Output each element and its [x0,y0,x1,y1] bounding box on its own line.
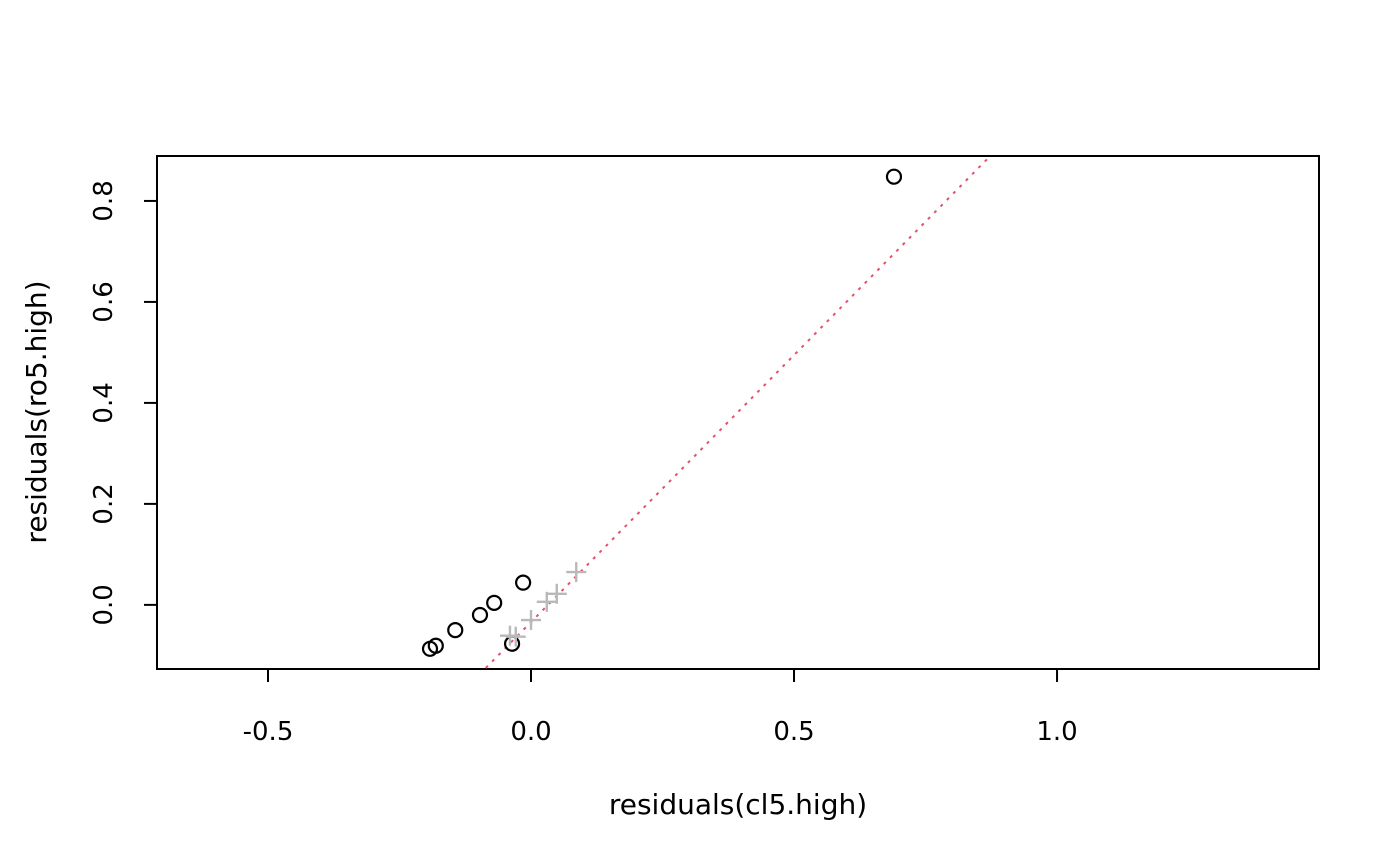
data-point-circle [471,606,489,624]
y-tick-label: 0.6 [89,281,119,322]
x-tick-label: -0.5 [243,717,294,747]
data-points-group [421,168,903,657]
reference-line [485,155,991,669]
data-point-circle [885,168,903,185]
data-point-circle [447,622,464,639]
x-axis-title: residuals(cl5.high) [609,788,867,821]
plot-box [156,155,1320,670]
data-point-plus [536,591,557,612]
x-tick-label: 1.0 [1036,717,1077,747]
x-tick-label: 0.5 [773,717,814,747]
data-point-plus [546,583,567,604]
y-axis-title: residuals(ro5.high) [20,280,53,543]
plot-box-group [156,155,1320,670]
y-tick-label: 0.4 [89,382,119,423]
data-point-circle [427,637,444,654]
x-tick-label: 0.0 [510,717,551,747]
data-point-plus [566,562,587,583]
y-tick-label: 0.2 [89,483,119,524]
axis-ticks-group: -0.5 0.0 0.5 1.0 0.0 0.2 0.4 0.6 0.8 [89,180,1078,747]
data-point-circle [503,635,521,652]
data-point-circle [515,574,532,591]
data-point-circle [486,594,503,611]
data-point-plus [521,610,542,631]
y-tick-label: 0.8 [89,180,119,221]
reference-line-group [485,155,991,669]
data-point-plus [505,626,526,647]
y-tick-label: 0.0 [89,584,119,625]
